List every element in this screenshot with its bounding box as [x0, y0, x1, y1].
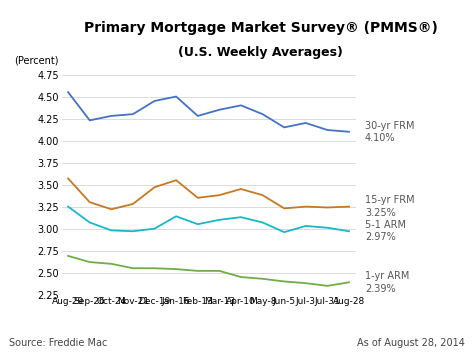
Text: (Percent): (Percent)	[15, 56, 59, 66]
Text: (U.S. Weekly Averages): (U.S. Weekly Averages)	[178, 46, 343, 59]
Text: 5-1 ARM
2.97%: 5-1 ARM 2.97%	[365, 220, 406, 242]
Text: Source: Freddie Mac: Source: Freddie Mac	[9, 338, 108, 348]
Text: 15-yr FRM
3.25%: 15-yr FRM 3.25%	[365, 195, 415, 218]
Text: Primary Mortgage Market Survey® (PMMS®): Primary Mortgage Market Survey® (PMMS®)	[84, 21, 438, 35]
Text: 30-yr FRM
4.10%: 30-yr FRM 4.10%	[365, 121, 414, 143]
Text: 1-yr ARM
2.39%: 1-yr ARM 2.39%	[365, 271, 410, 294]
Text: As of August 28, 2014: As of August 28, 2014	[356, 338, 465, 348]
